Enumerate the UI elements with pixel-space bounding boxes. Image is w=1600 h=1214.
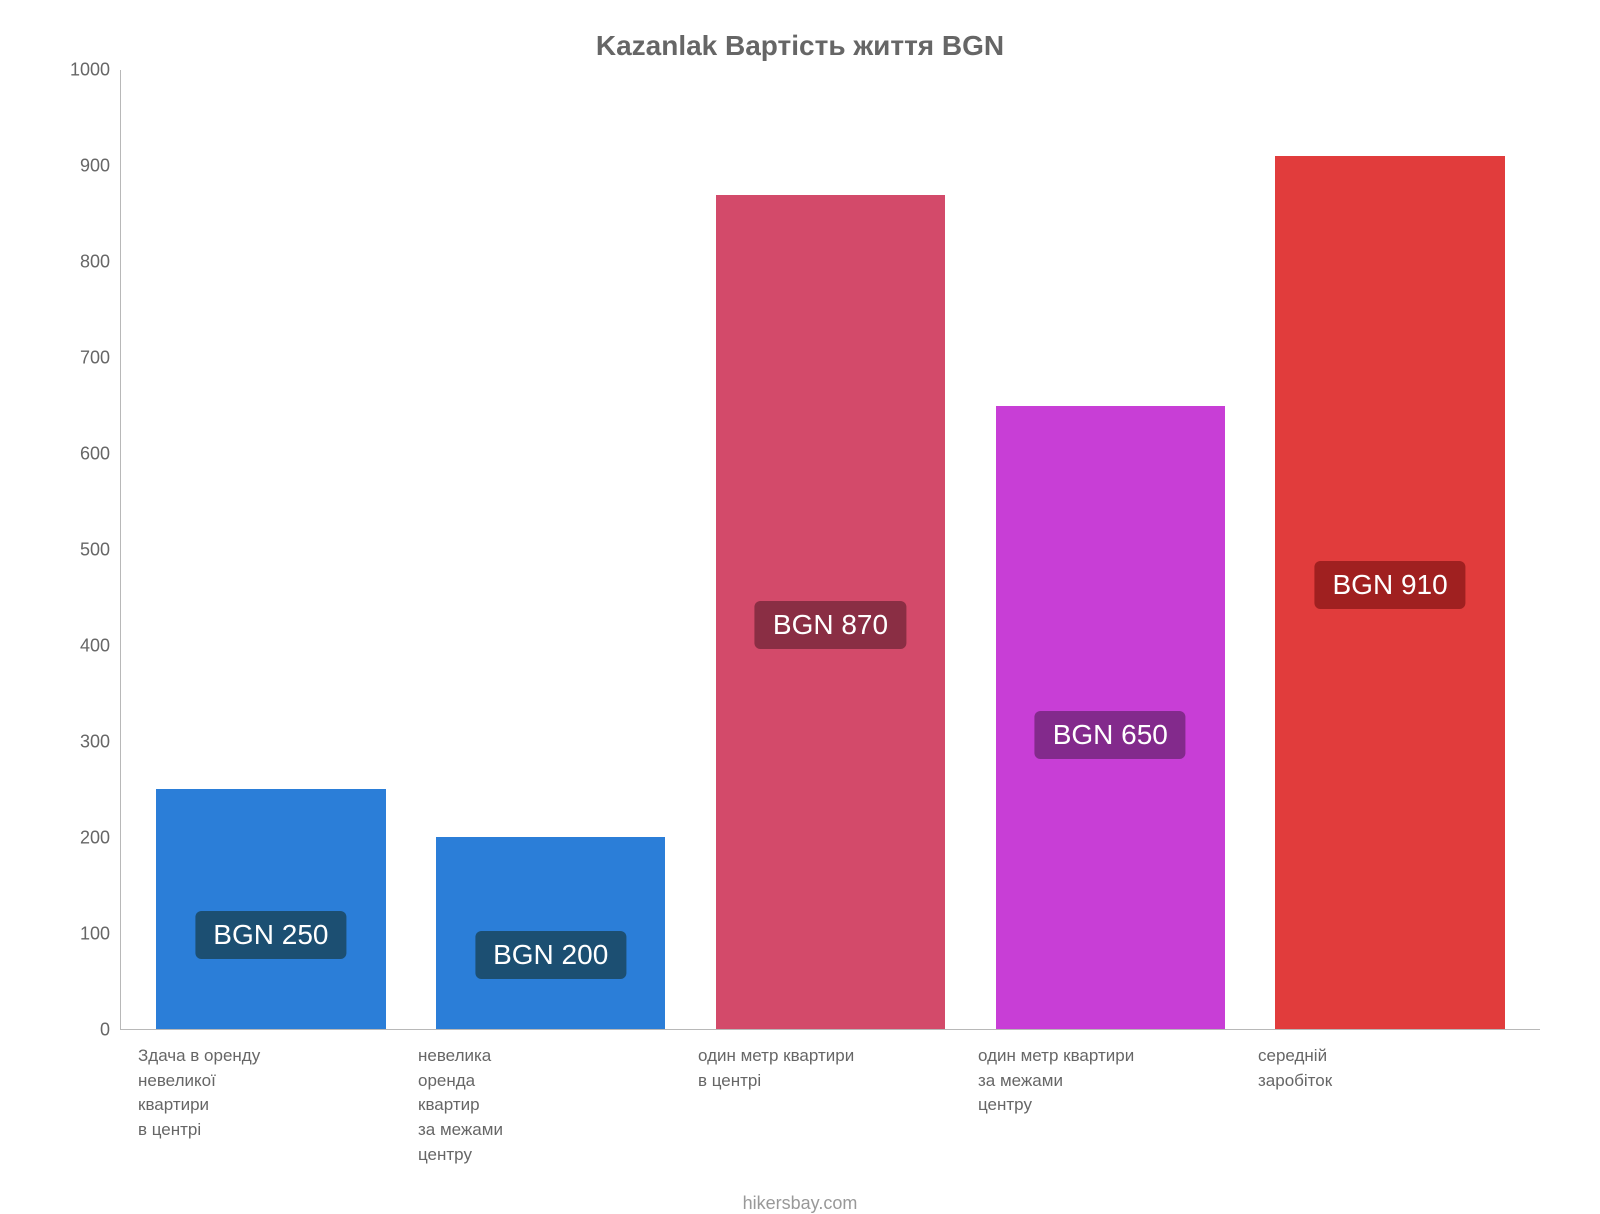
x-label: середній заробіток	[1250, 1030, 1530, 1167]
y-tick: 1000	[70, 60, 110, 81]
plot-wrap: 01002003004005006007008009001000 BGN 250…	[60, 70, 1540, 1030]
bar-value-label: BGN 250	[195, 911, 346, 959]
y-tick: 700	[80, 348, 110, 369]
y-tick: 300	[80, 732, 110, 753]
bar-value-label: BGN 870	[755, 601, 906, 649]
x-label: невелика оренда квартир за межами центру	[410, 1030, 690, 1167]
bar-slot: BGN 200	[411, 70, 691, 1029]
y-tick: 0	[100, 1020, 110, 1041]
bar-value-label: BGN 650	[1035, 711, 1186, 759]
y-tick: 900	[80, 156, 110, 177]
bar-slot: BGN 870	[691, 70, 971, 1029]
bar-value-label: BGN 910	[1314, 561, 1465, 609]
bar-slot: BGN 910	[1250, 70, 1530, 1029]
y-tick: 100	[80, 924, 110, 945]
bars-group: BGN 250 BGN 200 BGN 870 BGN 650 BGN 910	[121, 70, 1540, 1029]
y-tick: 600	[80, 444, 110, 465]
y-tick: 200	[80, 828, 110, 849]
plot-area: BGN 250 BGN 200 BGN 870 BGN 650 BGN 910	[120, 70, 1540, 1030]
bar-slot: BGN 250	[131, 70, 411, 1029]
bar	[156, 789, 385, 1029]
bar-value-label: BGN 200	[475, 931, 626, 979]
x-label: Здача в оренду невеликої квартири в цент…	[130, 1030, 410, 1167]
bar-slot: BGN 650	[970, 70, 1250, 1029]
footer-credit: hikersbay.com	[60, 1193, 1540, 1214]
chart-container: Kazanlak Вартість життя BGN 0 100 200 300 40…	[0, 0, 1600, 1200]
x-label: один метр квартири в центрі	[690, 1030, 970, 1167]
y-axis: 01002003004005006007008009001000	[60, 70, 120, 1030]
y-tick: 400	[80, 636, 110, 657]
chart-title: Kazanlak Вартість життя BGN	[60, 30, 1540, 62]
y-tick: 500	[80, 540, 110, 561]
x-label: один метр квартири за межами центру	[970, 1030, 1250, 1167]
y-tick: 800	[80, 252, 110, 273]
x-axis: Здача в оренду невеликої квартири в цент…	[120, 1030, 1540, 1167]
